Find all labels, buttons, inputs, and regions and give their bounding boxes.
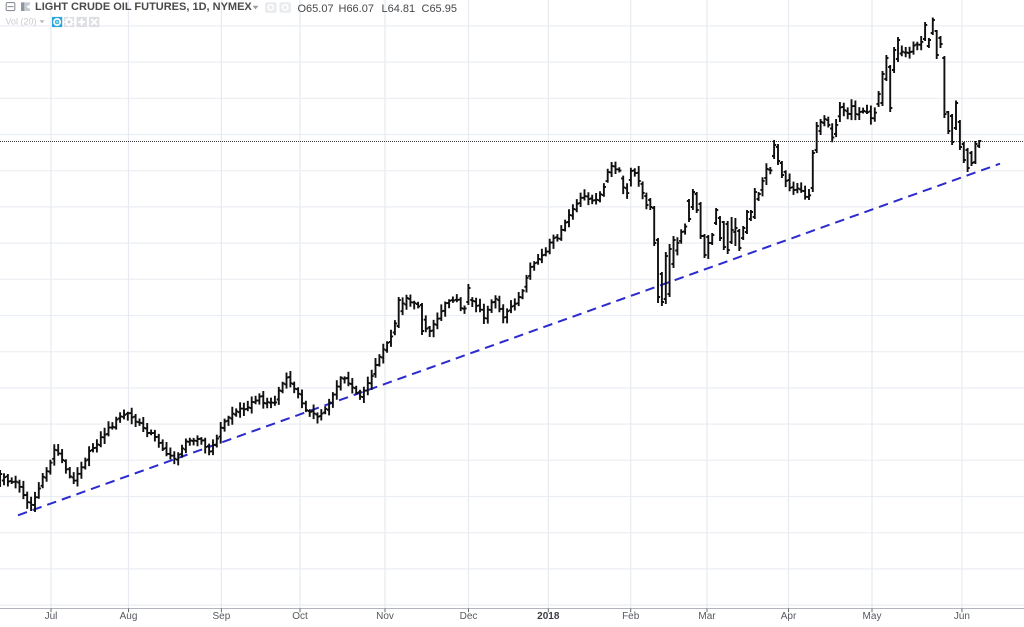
- svg-text:Aug: Aug: [120, 611, 138, 622]
- svg-text:Dec: Dec: [460, 611, 478, 622]
- svg-text:Sep: Sep: [213, 611, 231, 622]
- svg-text:Jun: Jun: [954, 611, 970, 622]
- svg-text:Oct: Oct: [292, 611, 308, 622]
- svg-text:Nov: Nov: [376, 611, 394, 622]
- svg-text:O65.07: O65.07: [298, 3, 334, 15]
- svg-text:LIGHT CRUDE OIL FUTURES, 1D, N: LIGHT CRUDE OIL FUTURES, 1D, NYMEX: [35, 1, 252, 13]
- svg-text:Feb: Feb: [622, 611, 640, 622]
- svg-text:Apr: Apr: [781, 611, 797, 622]
- svg-text:2018: 2018: [537, 611, 560, 622]
- svg-text:May: May: [863, 611, 882, 622]
- svg-text:Vol (20): Vol (20): [6, 17, 37, 27]
- svg-text:Mar: Mar: [698, 611, 716, 622]
- svg-text:H66.07: H66.07: [339, 3, 374, 15]
- svg-text:C65.95: C65.95: [422, 3, 457, 15]
- svg-text:L64.81: L64.81: [382, 3, 416, 15]
- svg-text:Jul: Jul: [45, 611, 58, 622]
